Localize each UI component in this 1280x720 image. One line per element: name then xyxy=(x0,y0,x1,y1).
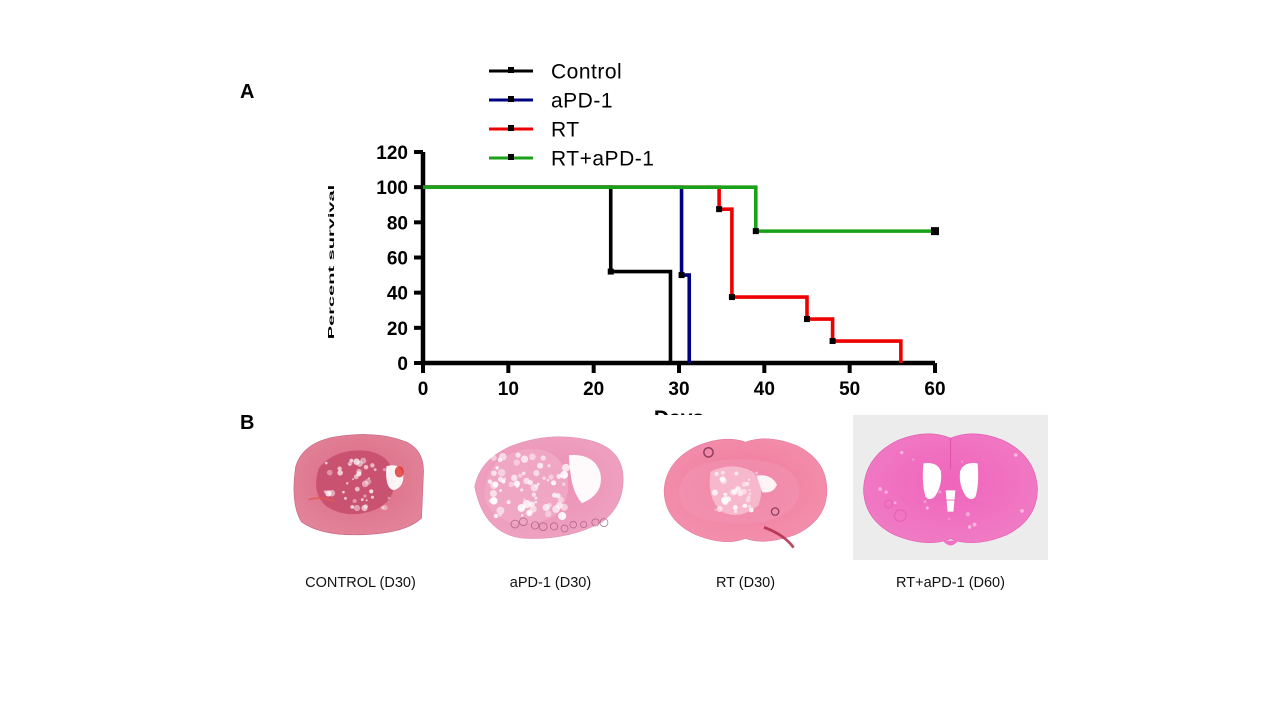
step-marker xyxy=(829,338,836,345)
chart-legend: Control aPD-1 RT RT+aPD-1 xyxy=(489,61,654,171)
y-tick-label: 20 xyxy=(387,319,408,340)
brain-section-image xyxy=(653,418,838,557)
histology-caption: RT (D30) xyxy=(715,575,776,591)
histology-caption: RT+aPD-1 (D60) xyxy=(896,575,1005,591)
histology-item: aPD-1 (D30) xyxy=(458,415,643,591)
legend-marker xyxy=(508,125,514,131)
y-tick-label: 0 xyxy=(397,354,408,375)
chart-axes xyxy=(414,150,937,373)
chart-series xyxy=(423,185,939,363)
step-marker xyxy=(716,206,723,213)
step-marker xyxy=(752,228,759,235)
step-marker xyxy=(804,316,810,323)
x-tick-label: 0 xyxy=(418,379,429,400)
y-tick-label: 80 xyxy=(387,213,408,234)
histology-image xyxy=(268,415,453,560)
step-marker xyxy=(678,272,685,279)
histology-item: RT (D30) xyxy=(653,415,838,591)
histology-image xyxy=(853,415,1048,560)
legend-marker xyxy=(508,154,514,160)
y-axis-title: Percent survival xyxy=(327,185,336,339)
histology-item: CONTROL (D30) xyxy=(268,415,453,591)
histology-panel: CONTROL (D30) aPD-1 (D30) RT (D30) RT+aPD-1… xyxy=(0,415,1280,615)
x-tick-label: 60 xyxy=(924,379,945,400)
survival-chart: Control aPD-1 RT RT+aPD-1 0 20 40 60 80 100 120 0 1… xyxy=(327,61,946,421)
y-tick-label: 60 xyxy=(387,249,408,270)
survival-curve-rt xyxy=(423,185,903,363)
histology-caption: aPD-1 (D30) xyxy=(509,575,592,591)
x-tick-label: 30 xyxy=(668,379,689,400)
legend-marker xyxy=(508,67,514,73)
x-tick-label: 20 xyxy=(583,379,604,400)
legend-label-rt: RT xyxy=(551,119,580,142)
step-marker xyxy=(728,294,735,301)
panel-label-a: A xyxy=(240,81,255,103)
panel-label-b: B xyxy=(240,412,255,434)
survival-curve-control xyxy=(423,185,673,363)
histology-caption: CONTROL (D30) xyxy=(305,575,416,591)
histology-image xyxy=(458,415,643,560)
survival-curve-apd-1 xyxy=(423,185,692,363)
step-marker xyxy=(607,268,614,275)
brain-section-image xyxy=(268,418,453,557)
legend-label-control: Control xyxy=(551,61,622,84)
brain-section-image xyxy=(853,415,1048,560)
x-tick-label: 50 xyxy=(839,379,860,400)
survival-chart-panel: Control aPD-1 RT RT+aPD-1 0 20 40 60 80 100 120 0 1… xyxy=(0,0,1000,421)
survival-curve-rt-apd-1 xyxy=(423,185,935,233)
y-tick-label: 40 xyxy=(387,284,408,305)
brain-section-image xyxy=(458,418,643,557)
legend-label-rt-apd-1: RT+aPD-1 xyxy=(551,148,654,171)
legend-marker xyxy=(508,96,514,102)
histology-image xyxy=(653,415,838,560)
histology-item: RT+aPD-1 (D60) xyxy=(853,415,1048,591)
y-tick-label: 120 xyxy=(376,143,408,164)
legend-label-apd-1: aPD-1 xyxy=(551,90,613,113)
x-tick-label: 40 xyxy=(754,379,775,400)
x-tick-label: 10 xyxy=(498,379,519,400)
y-tick-label: 100 xyxy=(376,178,408,199)
censor-marker xyxy=(931,227,939,236)
